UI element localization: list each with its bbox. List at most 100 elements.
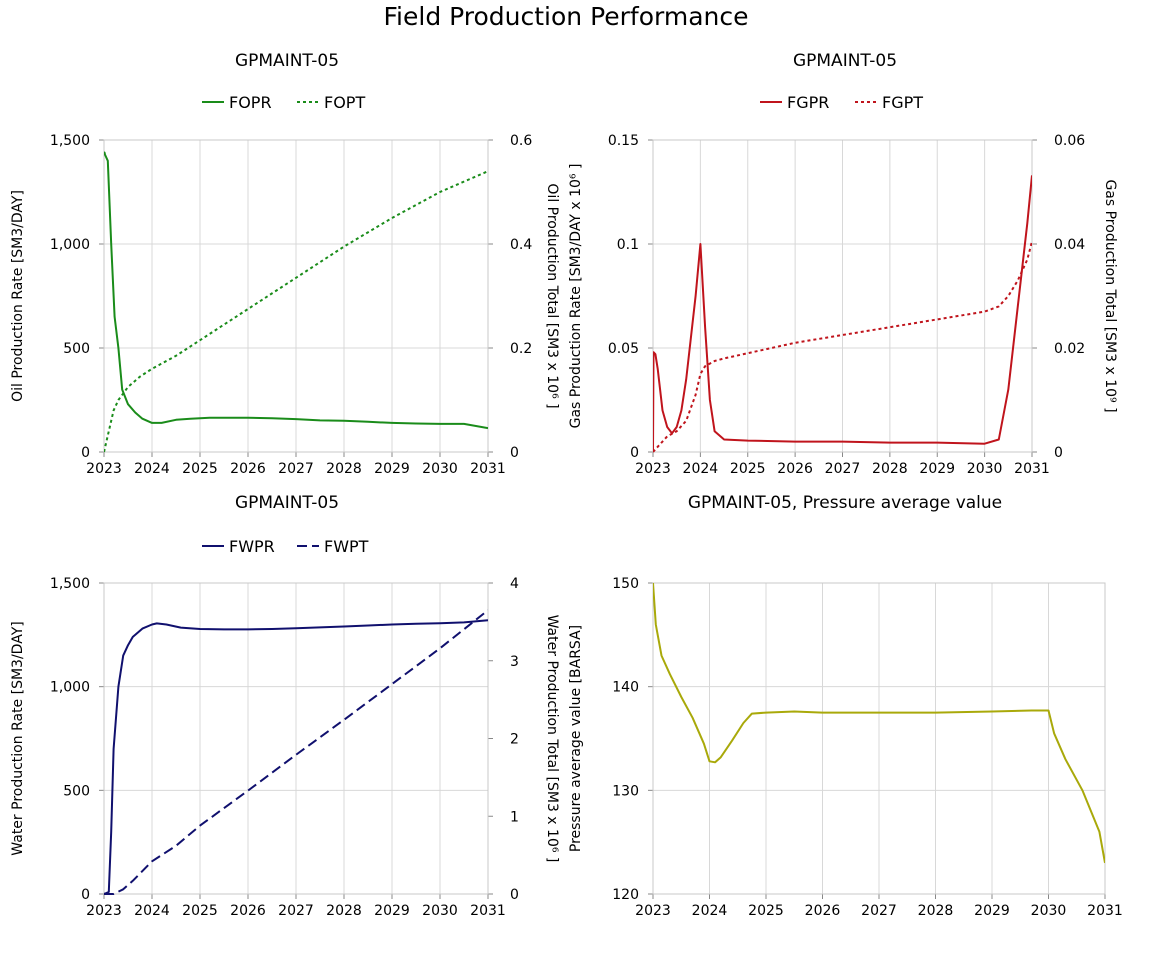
series-line-fgpr	[653, 175, 1032, 453]
x-tick-label: 2025	[730, 461, 766, 477]
x-tick-label: 2028	[326, 461, 362, 477]
x-tick-label: 2026	[777, 461, 813, 477]
series-line-fopr	[104, 151, 488, 430]
plot-frame	[652, 139, 1033, 453]
y-tick-label: 140	[612, 680, 639, 696]
legend: FWPR FWPT	[202, 537, 369, 556]
y-tick-label: 0	[630, 445, 639, 461]
panel-title: GPMAINT-05	[235, 493, 339, 513]
chart-panel-2: 2023 2024 2025 2026 2027 2028 2029 2030 203100.0…	[568, 51, 1118, 477]
page-title: Field Production Performance	[383, 2, 749, 31]
y2-axis-label: Oil Production Total [SM3 x 10⁶ ]	[544, 183, 560, 408]
y-tick-label: 150	[612, 576, 639, 592]
x-tick-label: 2025	[182, 461, 218, 477]
chart-panel-4: 2023 2024 2025 2026 2027 2028 2029 2030 2031 120 1…	[568, 493, 1123, 919]
x-tick-label: 2027	[278, 903, 314, 919]
x-tick-label: 2031	[1014, 461, 1050, 477]
x-tick-label: 2024	[134, 903, 170, 919]
x-tick-label: 2027	[861, 903, 897, 919]
x-tick-label: 2024	[692, 903, 728, 919]
x-tick-label: 2026	[230, 903, 266, 919]
x-tick-label: 2023	[86, 903, 122, 919]
x-tick-label: 2030	[967, 461, 1003, 477]
x-tick-label: 2029	[374, 461, 410, 477]
y-axis-label: Gas Production Rate [SM3/DAY x 10⁶ ]	[568, 164, 584, 429]
legend-label: FWPT	[324, 537, 369, 556]
y-tick-label: 0.05	[608, 341, 639, 357]
panel-title: GPMAINT-05, Pressure average value	[688, 493, 1002, 513]
y2-tick-label: 3	[510, 654, 519, 670]
y-tick-label: 1,500	[50, 576, 90, 592]
x-tick-label: 2025	[748, 903, 784, 919]
x-tick-label: 2025	[182, 903, 218, 919]
x-tick-label: 2026	[805, 903, 841, 919]
x-tick-label: 2029	[374, 903, 410, 919]
x-tick-label: 2027	[825, 461, 861, 477]
y-tick-label: 130	[612, 783, 639, 799]
y2-tick-label: 2	[510, 732, 519, 748]
y-tick-label: 120	[612, 887, 639, 903]
y2-tick-label: 0.04	[1054, 237, 1085, 253]
y-tick-label: 0	[81, 887, 90, 903]
x-tick-label: 2030	[422, 461, 458, 477]
x-tick-label: 2030	[422, 903, 458, 919]
x-tick-label: 2027	[278, 461, 314, 477]
series-line-pressure	[653, 582, 1105, 864]
x-tick-label: 2031	[470, 461, 506, 477]
y2-tick-label: 0.6	[510, 133, 532, 149]
panel-title: GPMAINT-05	[235, 51, 339, 71]
y2-axis-label: Water Production Total [SM3 x 10⁶ ]	[544, 615, 560, 863]
legend-label: FGPT	[882, 93, 923, 112]
series-line-fopt	[104, 170, 488, 453]
y-axis-label: Water Production Rate [SM3/DAY]	[10, 621, 26, 855]
y-tick-label: 0.15	[608, 133, 639, 149]
y2-tick-label: 0	[1054, 445, 1063, 461]
y2-tick-label: 0	[510, 445, 519, 461]
x-tick-label: 2031	[470, 903, 506, 919]
y2-tick-label: 4	[510, 576, 519, 592]
y-tick-label: 500	[63, 783, 90, 799]
series-line-fgpt	[653, 241, 1032, 453]
y-tick-label: 0	[81, 445, 90, 461]
chart-panel-1: 2023 2024 2025 2026 2027 2028 2029 2030 20310500…	[10, 51, 560, 477]
plot-frame	[103, 139, 489, 453]
y-axis-label: Pressure average value [BARSA]	[568, 625, 584, 852]
legend: FOPR FOPT	[202, 93, 365, 112]
plot-frame	[652, 582, 1106, 895]
y-tick-label: 500	[63, 341, 90, 357]
x-tick-label: 2029	[974, 903, 1010, 919]
legend-label: FWPR	[229, 537, 275, 556]
x-tick-label: 2029	[919, 461, 955, 477]
y2-tick-label: 0.02	[1054, 341, 1085, 357]
y2-axis-label: Gas Production Total [SM3 x 10⁹ ]	[1102, 179, 1118, 412]
y2-tick-label: 0.06	[1054, 133, 1085, 149]
y-axis-label: Oil Production Rate [SM3/DAY]	[10, 190, 26, 402]
y2-tick-label: 0.2	[510, 341, 532, 357]
legend-label: FOPR	[229, 93, 272, 112]
legend-label: FOPT	[324, 93, 365, 112]
legend-label: FGPR	[787, 93, 829, 112]
y2-tick-label: 0.4	[510, 237, 532, 253]
x-tick-label: 2026	[230, 461, 266, 477]
panel-title: GPMAINT-05	[793, 51, 897, 71]
chart-panel-3: 2023 2024 2025 2026 2027 2028 2029 2030 20310500…	[10, 493, 560, 919]
x-tick-label: 2028	[326, 903, 362, 919]
series-line-fwpt	[104, 609, 488, 895]
y-tick-label: 1,000	[50, 237, 90, 253]
x-tick-label: 2023	[635, 903, 671, 919]
x-tick-label: 2023	[86, 461, 122, 477]
x-tick-label: 2023	[635, 461, 671, 477]
y-tick-label: 1,500	[50, 133, 90, 149]
x-tick-label: 2028	[872, 461, 908, 477]
legend: FGPR FGPT	[760, 93, 923, 112]
plot-frame	[103, 582, 489, 895]
y2-tick-label: 0	[510, 887, 519, 903]
x-tick-label: 2030	[1031, 903, 1067, 919]
y2-tick-label: 1	[510, 809, 519, 825]
x-tick-label: 2028	[918, 903, 954, 919]
x-tick-label: 2031	[1087, 903, 1123, 919]
y-tick-label: 0.1	[617, 237, 639, 253]
y-tick-label: 1,000	[50, 680, 90, 696]
x-tick-label: 2024	[134, 461, 170, 477]
